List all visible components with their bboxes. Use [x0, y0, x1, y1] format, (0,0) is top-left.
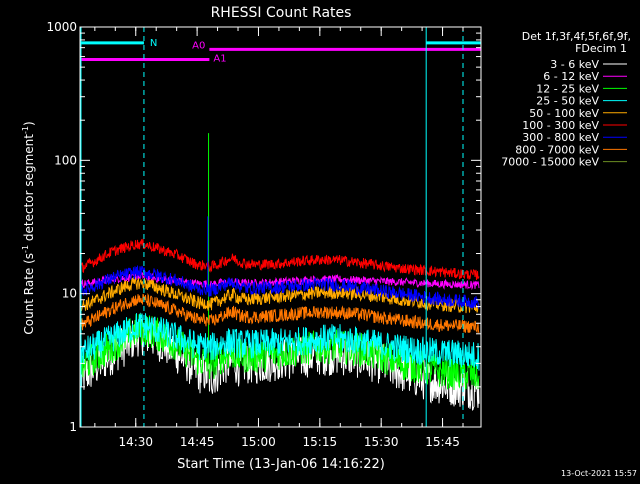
x-tick-label-1: 14:45 [180, 435, 215, 449]
attenuator-label-A0: A0 [192, 40, 205, 51]
x-tick-label-5: 15:45 [425, 435, 460, 449]
series-line-5 [80, 238, 480, 280]
y-axis-title-sup2: -1 [21, 126, 30, 134]
y-axis-title-sup1: -1 [21, 245, 30, 253]
series-line-7 [80, 292, 480, 334]
legend-label-2: 12 - 25 keV [536, 82, 599, 95]
legend-label-8: 7000 - 15000 keV [501, 156, 599, 169]
legend-label-0: 3 - 6 keV [550, 58, 599, 71]
x-tick-label-2: 15:00 [241, 435, 276, 449]
legend-label-4: 50 - 100 keV [529, 107, 599, 120]
y-axis-title: Count Rate (s-1 detector segment-1) [21, 121, 36, 334]
legend-label-7: 800 - 7000 keV [515, 143, 599, 156]
y-tick-label-3: 1000 [46, 20, 77, 34]
legend: Det 1f,3f,4f,5f,6f,9f, FDecim 1 3 - 6 ke… [501, 30, 631, 169]
series-line-3 [80, 312, 480, 371]
x-axis-title: Start Time (13-Jan-06 14:16:22) [177, 457, 385, 472]
footer-timestamp: 13-Oct-2021 15:57 [561, 469, 637, 478]
y-axis-title-end: ) [22, 121, 36, 126]
plot-frame [79, 26, 482, 428]
x-tick-label-0: 14:30 [118, 435, 153, 449]
legend-label-3: 25 - 50 keV [536, 95, 599, 108]
chart-title: RHESSI Count Rates [211, 5, 352, 21]
legend-header-line1: Det 1f,3f,4f,5f,6f,9f, [522, 30, 631, 43]
legend-label-1: 6 - 12 keV [543, 70, 599, 83]
y-tick-label-1: 10 [62, 287, 77, 301]
legend-label-5: 100 - 300 keV [522, 119, 599, 132]
y-tick-label-2: 100 [54, 153, 77, 167]
y-axis-title-mid: detector segment [22, 134, 36, 245]
series-line-6 [80, 265, 480, 309]
x-tick-label-3: 15:15 [303, 435, 338, 449]
night-flag-label: N [150, 38, 157, 49]
attenuator-label-A1: A1 [213, 54, 226, 65]
y-tick-label-0: 1 [69, 420, 77, 434]
legend-header-line2: FDecim 1 [575, 42, 627, 55]
y-axis-title-main: Count Rate (s [22, 253, 36, 335]
legend-label-6: 300 - 800 keV [522, 131, 599, 144]
x-tick-label-4: 15:30 [364, 435, 399, 449]
